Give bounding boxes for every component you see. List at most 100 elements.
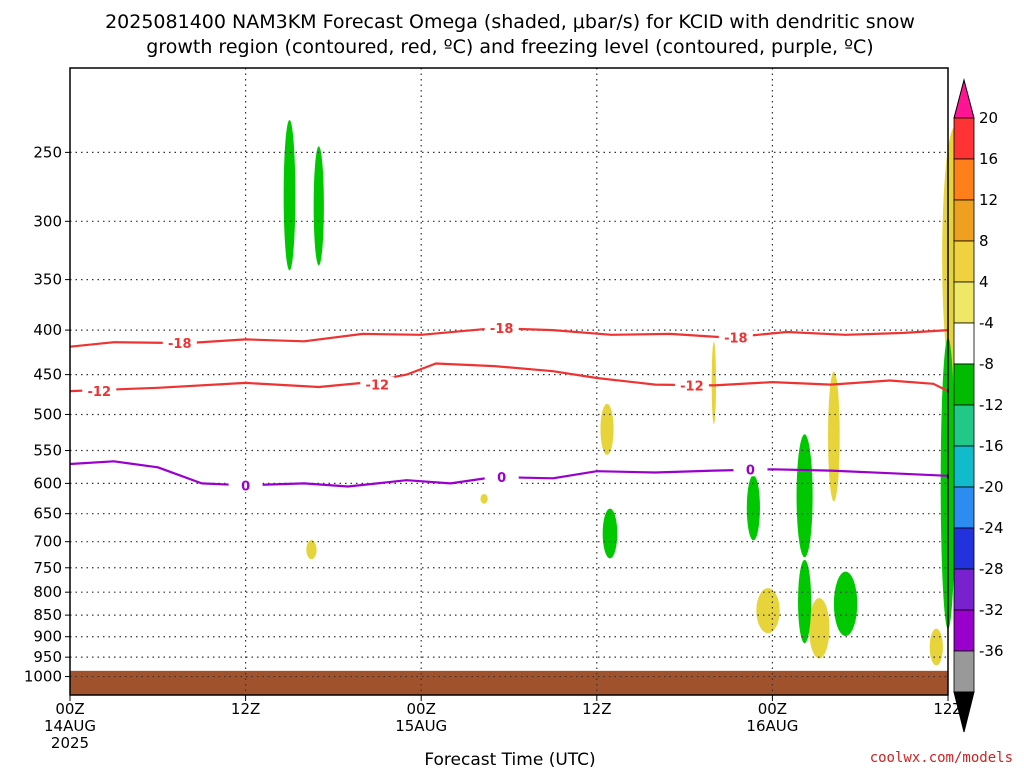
omega-region-0: [283, 119, 296, 271]
contour-label--18-2: -18: [724, 332, 748, 347]
pressure-tick-label-400: 400: [33, 321, 62, 339]
plot-area: -18 -18 -18 -12 -12 -12 0 0 0: [69, 67, 969, 696]
time-tick-label-0: 00Z: [55, 700, 84, 718]
ground-below-surface: [70, 670, 948, 695]
temperature-contours: -18 -18 -18 -12 -12 -12 0 0 0: [69, 320, 949, 494]
contour-label--18-0: -18: [168, 337, 192, 352]
colorbar-bin-6: [953, 322, 975, 365]
colorbar-label-11: -28: [979, 560, 1004, 578]
contour-line-0: [69, 460, 949, 488]
pressure-tick-label-500: 500: [33, 405, 62, 423]
pressure-axis: 250 300 350 400 450 500 550 600 650 700 750 800 850 9…: [24, 143, 70, 686]
colorbar-bin-13: [953, 609, 975, 652]
contour-label--12-2: -12: [680, 379, 704, 394]
pressure-tick-label-750: 750: [33, 559, 62, 577]
colorbar-label-8: -16: [979, 437, 1004, 455]
pressure-tick-label-800: 800: [33, 583, 62, 601]
colorbar-bin-11: [953, 527, 975, 570]
contour-line--18: [69, 327, 949, 348]
pressure-tick-label-600: 600: [33, 474, 62, 492]
contour-label-bg--18-0: [162, 335, 197, 351]
omega-region-12: [746, 475, 760, 541]
omega-region-10: [929, 628, 943, 666]
time-tick-label-5: 12Z: [933, 700, 962, 718]
colorbar-bin-9: [953, 445, 975, 488]
colorbar-label-13: -36: [979, 642, 1004, 660]
omega-region-8: [756, 588, 780, 634]
omega-region-3: [306, 540, 317, 560]
date-tick-label-4: 16AUG: [746, 717, 798, 735]
time-tick-label-2: 00Z: [407, 700, 436, 718]
colorbar-label-1: 16: [979, 150, 998, 168]
contour-label--12-1: -12: [366, 379, 390, 394]
contour-label-bg-0-2: [733, 461, 768, 477]
contour-label-0-1: 0: [497, 471, 506, 486]
omega-region-13: [796, 434, 813, 558]
colorbar-bin-12: [953, 568, 975, 611]
contour-label--18-1: -18: [490, 322, 514, 337]
colorbar-bin-5: [953, 281, 975, 324]
plot-frame: [69, 67, 949, 696]
colorbar-label-12: -32: [979, 601, 1004, 619]
omega-region-9: [808, 598, 830, 659]
chart-title-line-2: growth region (contoured, red, ºC) and f…: [146, 36, 873, 58]
pressure-tick-label-650: 650: [33, 505, 62, 523]
year-tick-label-0: 2025: [51, 734, 89, 752]
chart-title-line-1: 2025081400 NAM3KM Forecast Omega (shaded…: [105, 11, 915, 33]
x-axis-title: Forecast Time (UTC): [424, 750, 595, 768]
pressure-gridlines: [70, 151, 948, 678]
colorbar-label-2: 12: [979, 191, 998, 209]
contour-label-bg--12-1: [360, 376, 395, 392]
omega-shaded-regions: [283, 119, 969, 666]
pressure-tick-label-350: 350: [33, 271, 62, 289]
colorbar-bottom-arrow: [953, 691, 975, 733]
contour-label-0-2: 0: [746, 463, 755, 478]
contour-label--12-0: -12: [88, 385, 112, 400]
pressure-tick-label-250: 250: [33, 143, 62, 161]
pressure-tick-label-550: 550: [33, 442, 62, 460]
colorbar-bin-8: [953, 404, 975, 447]
colorbar-bin-14: [953, 650, 975, 693]
time-tick-label-4: 00Z: [758, 700, 787, 718]
omega-region-6: [711, 341, 717, 425]
omega-region-5: [480, 493, 488, 504]
time-tick-label-3: 12Z: [582, 700, 611, 718]
pressure-tick-label-1000: 1000: [24, 668, 62, 686]
time-tick-label-1: 12Z: [231, 700, 260, 718]
pressure-tick-label-900: 900: [33, 628, 62, 646]
colorbar-label-7: -12: [979, 396, 1004, 414]
pressure-tick-label-700: 700: [33, 533, 62, 551]
pressure-tick-label-300: 300: [33, 212, 62, 230]
contour-label-bg--18-2: [718, 329, 753, 345]
contour-label-bg-0-1: [484, 469, 519, 485]
colorbar-bin-4: [953, 240, 975, 283]
contour-label-bg--12-0: [82, 383, 117, 399]
pressure-tick-label-950: 950: [33, 648, 62, 666]
colorbar-bin-3: [953, 199, 975, 242]
colorbar-bin-10: [953, 486, 975, 529]
contour-label-bg-0-0: [228, 477, 263, 493]
contour-label-bg--18-1: [484, 320, 519, 336]
colorbar-bin-1: [953, 117, 975, 160]
colorbar-label-4: 4: [979, 273, 989, 291]
pressure-tick-label-850: 850: [33, 606, 62, 624]
omega-region-1: [313, 146, 324, 266]
colorbar-label-10: -24: [979, 519, 1004, 537]
colorbar-label-9: -20: [979, 478, 1004, 496]
omega-region-14: [798, 559, 812, 644]
colorbar-top-arrow: [953, 78, 975, 119]
colorbar-bin-7: [953, 363, 975, 406]
omega-colorbar: 20 16 12 8 4 -4 -8 -12 -16 -20 -24 -28 -32 -36: [953, 78, 1004, 733]
colorbar-label-0: 20: [979, 109, 998, 127]
contour-label-0-0: 0: [241, 479, 250, 494]
colorbar-label-5: -4: [979, 314, 994, 332]
omega-region-15: [833, 571, 858, 636]
omega-region-7: [828, 371, 840, 502]
contour-label-bg--12-2: [674, 377, 709, 393]
colorbar-label-3: 8: [979, 232, 989, 250]
colorbar-label-6: -8: [979, 355, 994, 373]
colorbar-bin-2: [953, 158, 975, 201]
omega-region-11: [602, 508, 618, 559]
